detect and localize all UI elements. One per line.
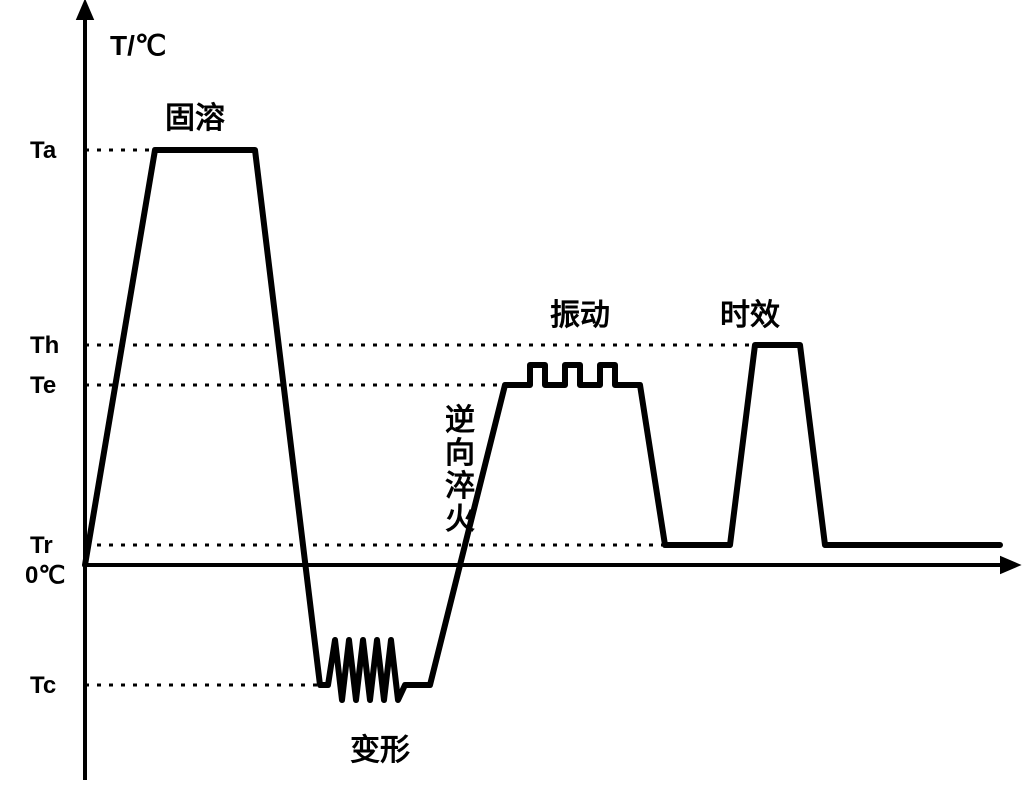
annotation-deformation: 变形 [350, 733, 410, 767]
y-axis-label: T/℃ [110, 30, 166, 61]
annotation-reverse-quench-char0: 逆 [445, 403, 475, 437]
process-diagram: T/℃ Ta Th Te Tr 0℃ Tc 固溶振动 时效逆向淬火变形 [0, 0, 1030, 802]
annotation-reverse-quench-char1: 向 [445, 437, 475, 470]
annotation-aging: 时效 [720, 299, 780, 332]
annotation-solution: 固溶 [165, 101, 225, 135]
y-tick-label-Tc: Tc [30, 672, 56, 699]
y-tick-label-Th: Th [30, 332, 59, 359]
y-tick-label-Tr: Tr [30, 532, 53, 559]
annotation-reverse-quench-char2: 淬 [445, 469, 475, 503]
annotation-oscillation: 振动 [550, 299, 610, 332]
y-tick-label-Te: Te [30, 372, 56, 399]
annotation-reverse-quench-char3: 火 [445, 503, 475, 536]
y-tick-label-zero: 0℃ [25, 562, 65, 589]
y-tick-label-Ta: Ta [30, 137, 57, 164]
